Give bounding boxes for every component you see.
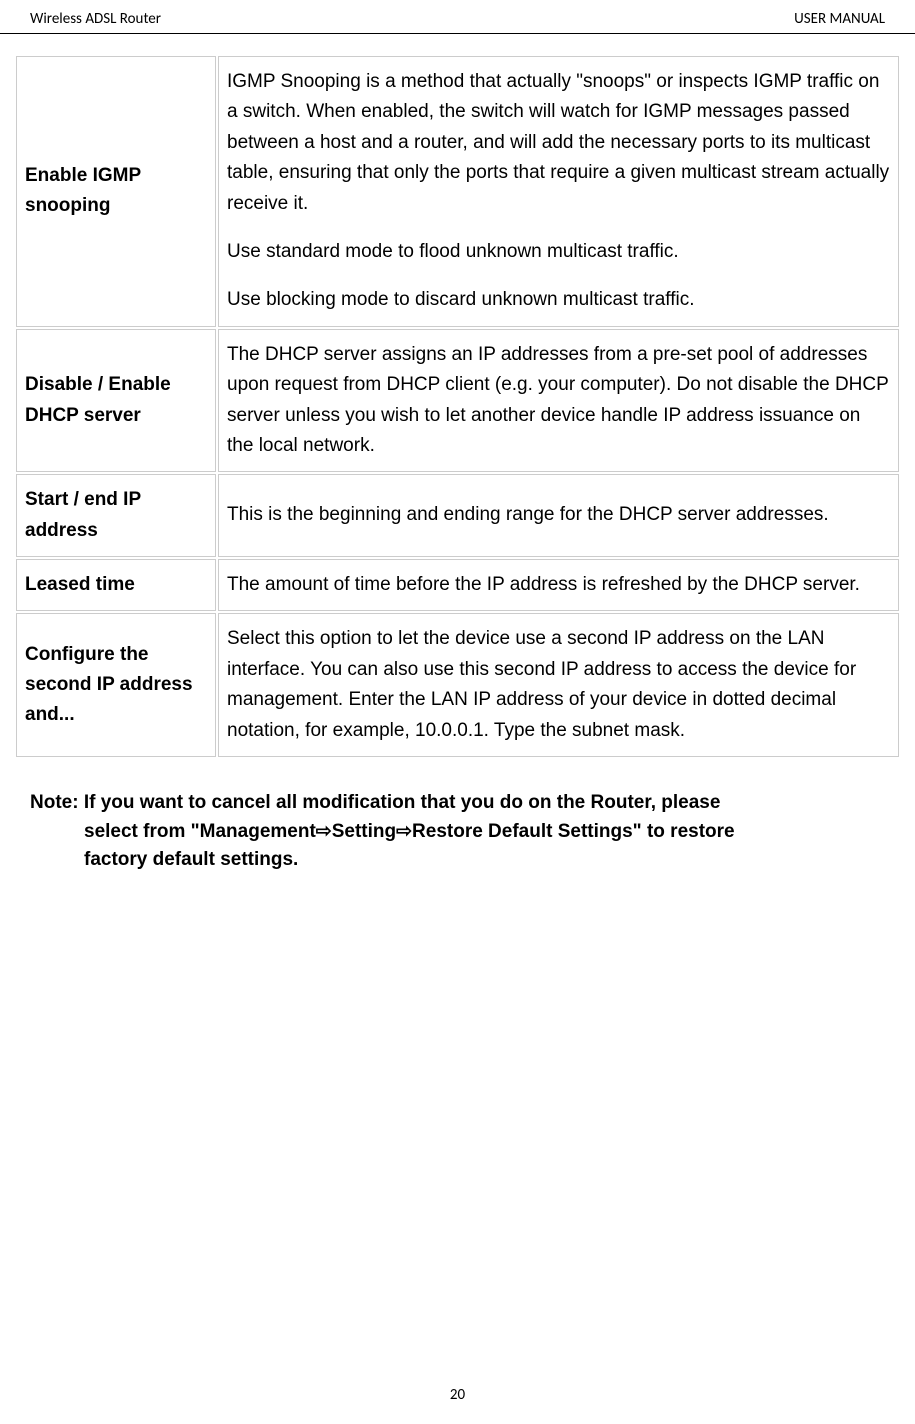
description-paragraph: Use blocking mode to discard unknown mul… (227, 285, 890, 315)
arrow-icon: ⇨ (316, 821, 332, 842)
arrow-icon: ⇨ (396, 821, 412, 842)
setting-description: Select this option to let the device use… (218, 613, 899, 757)
header-left-text: Wireless ADSL Router (30, 10, 161, 28)
table-row: Configure the second IP address and...Se… (16, 613, 899, 757)
description-paragraph: Use standard mode to flood unknown multi… (227, 237, 890, 267)
table-row: Disable / Enable DHCP serverThe DHCP ser… (16, 329, 899, 473)
setting-label: Start / end IP address (16, 474, 216, 557)
note-line-2: select from "Management⇨Setting⇨Restore … (30, 818, 885, 847)
description-paragraph: This is the beginning and ending range f… (227, 500, 890, 530)
setting-description: This is the beginning and ending range f… (218, 474, 899, 557)
setting-description: IGMP Snooping is a method that actually … (218, 56, 899, 327)
content-area: Enable IGMP snoopingIGMP Snooping is a m… (0, 34, 915, 759)
setting-label: Configure the second IP address and... (16, 613, 216, 757)
setting-label: Leased time (16, 559, 216, 611)
note-line2-post: Restore Default Settings" to restore (412, 821, 735, 842)
setting-description: The amount of time before the IP address… (218, 559, 899, 611)
description-paragraph: The amount of time before the IP address… (227, 570, 890, 600)
settings-table: Enable IGMP snoopingIGMP Snooping is a m… (14, 54, 901, 759)
note-line2-mid1: Setting (332, 821, 396, 842)
setting-label: Disable / Enable DHCP server (16, 329, 216, 473)
setting-description: The DHCP server assigns an IP addresses … (218, 329, 899, 473)
settings-table-body: Enable IGMP snoopingIGMP Snooping is a m… (16, 56, 899, 757)
note-section: Note: If you want to cancel all modifica… (0, 759, 915, 875)
table-row: Start / end IP address This is the beginn… (16, 474, 899, 557)
setting-label: Enable IGMP snooping (16, 56, 216, 327)
note-line-1: Note: If you want to cancel all modifica… (30, 789, 885, 818)
header-right-text: USER MANUAL (794, 10, 885, 28)
description-paragraph: IGMP Snooping is a method that actually … (227, 67, 890, 219)
note-line-3: factory default settings. (30, 846, 885, 875)
page-header: Wireless ADSL Router USER MANUAL (0, 0, 915, 34)
note-line2-pre: select from "Management (84, 821, 316, 842)
table-row: Enable IGMP snoopingIGMP Snooping is a m… (16, 56, 899, 327)
description-paragraph: Select this option to let the device use… (227, 624, 890, 746)
table-row: Leased time The amount of time before the… (16, 559, 899, 611)
description-paragraph: The DHCP server assigns an IP addresses … (227, 340, 890, 462)
page-number: 20 (0, 1386, 915, 1404)
